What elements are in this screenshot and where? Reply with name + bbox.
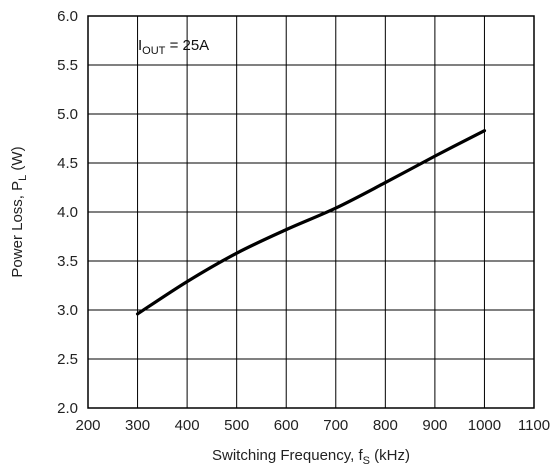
- y-tick-label: 2.0: [57, 400, 78, 417]
- annotation-rest: = 25A: [165, 37, 209, 54]
- x-tick-label: 800: [373, 417, 398, 434]
- series-point: [483, 129, 486, 132]
- series-point: [285, 228, 288, 231]
- annotation-sub: OUT: [142, 45, 166, 57]
- x-tick-label: 1000: [468, 417, 501, 434]
- x-tick-labels: 200 300 400 500 600 700 800 900 1000 1100: [75, 417, 550, 434]
- y-tick-label: 6.0: [57, 8, 78, 25]
- y-tick-label: 4.5: [57, 155, 78, 172]
- x-tick-label: 600: [274, 417, 299, 434]
- condition-annotation: IOUT = 25A: [138, 37, 209, 57]
- y-tick-label: 4.0: [57, 204, 78, 221]
- x-axis-label: Switching Frequency, fS (kHz): [212, 447, 410, 467]
- x-axis-label-sub: S: [363, 455, 370, 467]
- annotation-main: I: [138, 37, 142, 54]
- x-tick-label: 200: [75, 417, 100, 434]
- series-point: [136, 312, 139, 315]
- grid: [88, 16, 534, 408]
- x-axis-label-main: Switching Frequency, f: [212, 447, 363, 464]
- y-tick-label: 5.0: [57, 106, 78, 123]
- series-point: [235, 252, 238, 255]
- y-axis-label-main: Power Loss, P: [9, 181, 26, 278]
- plot-frame: [87, 15, 535, 409]
- x-axis-label-unit: (kHz): [370, 447, 410, 464]
- y-axis-label: Power Loss, PL (W): [9, 146, 29, 277]
- x-tick-label: 500: [224, 417, 249, 434]
- y-tick-labels: 2.0 2.5 3.0 3.5 4.0 4.5 5.0 5.5 6.0: [57, 8, 78, 417]
- series-point: [334, 207, 337, 210]
- y-axis-label-unit: (W): [9, 146, 26, 174]
- x-tick-label: 700: [323, 417, 348, 434]
- x-tick-label: 900: [422, 417, 447, 434]
- series-point: [384, 181, 387, 184]
- y-tick-label: 3.5: [57, 253, 78, 270]
- x-tick-label: 400: [175, 417, 200, 434]
- y-axis-label-sub: L: [17, 175, 29, 181]
- y-tick-label: 2.5: [57, 351, 78, 368]
- y-tick-label: 5.5: [57, 57, 78, 74]
- x-tick-label: 1100: [518, 417, 550, 434]
- series-line: [135, 129, 487, 316]
- series-point: [186, 280, 189, 283]
- y-tick-label: 3.0: [57, 302, 78, 319]
- series-point: [433, 155, 436, 158]
- x-tick-label: 300: [125, 417, 150, 434]
